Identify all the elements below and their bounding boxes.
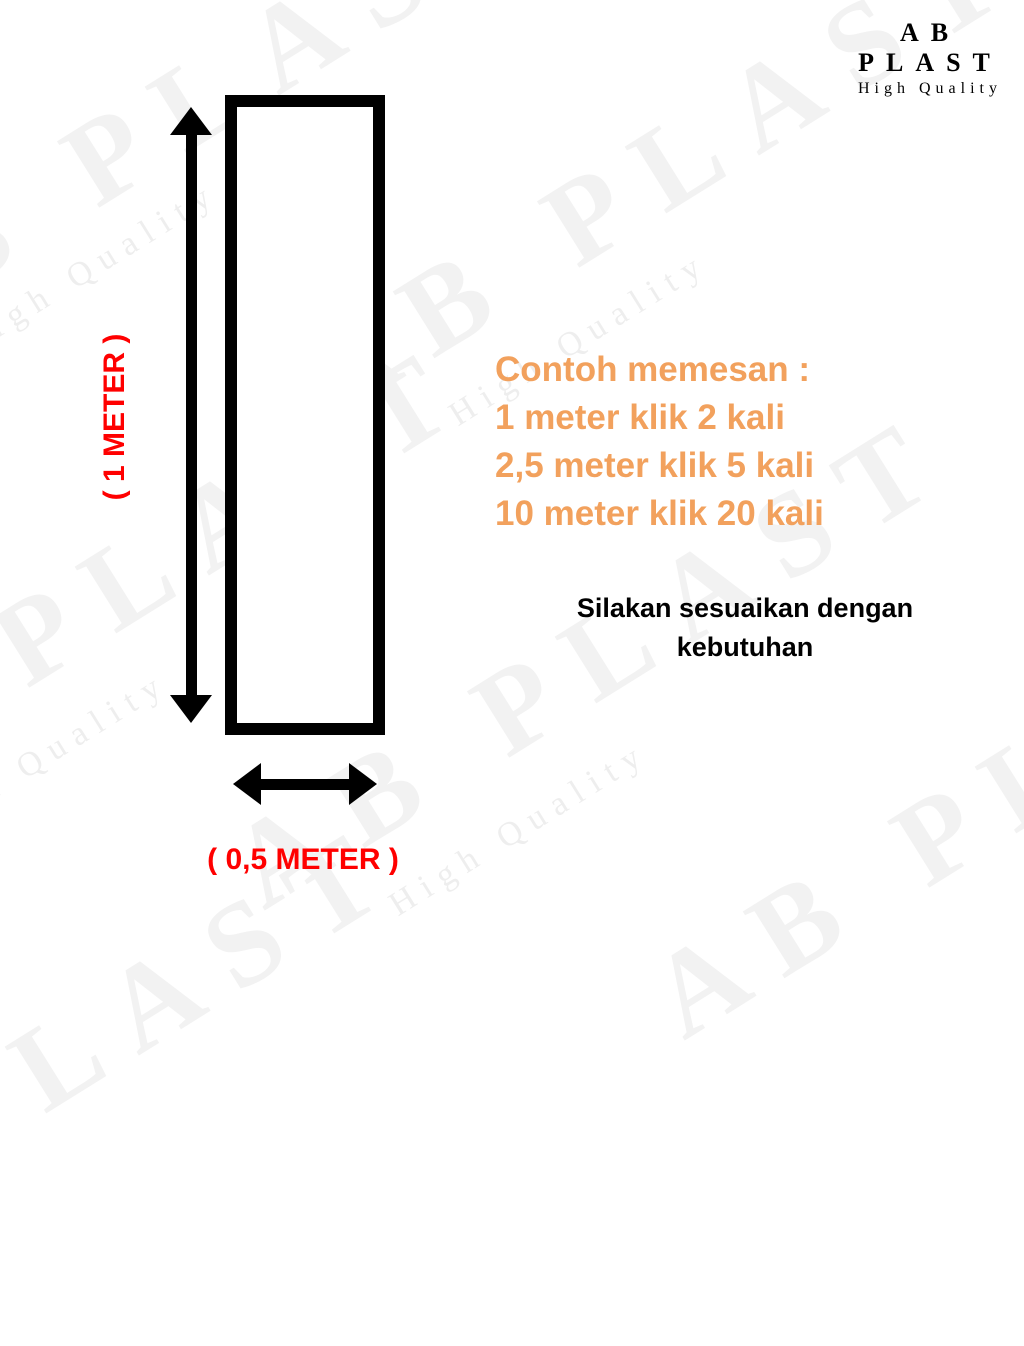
width-label: ( 0,5 METER ) xyxy=(173,843,433,877)
brand-plast: PLAST xyxy=(858,48,1002,78)
instructions-footer-l1: Silakan sesuaikan dengan xyxy=(577,593,913,623)
width-arrowhead-left xyxy=(233,763,261,805)
instructions-footer: Silakan sesuaikan dengan kebutuhan xyxy=(495,589,995,667)
order-instructions: Contoh memesan : 1 meter klik 2 kali 2,5 … xyxy=(495,350,995,667)
brand-ab: AB xyxy=(858,18,1002,48)
watermark-small: High Quality xyxy=(383,734,656,924)
instruction-line: 1 meter klik 2 kali xyxy=(495,398,995,438)
width-arrow xyxy=(259,779,351,790)
instructions-footer-l2: kebutuhan xyxy=(677,632,814,662)
brand-logo: AB PLAST High Quality xyxy=(858,18,1002,98)
height-label: ( 1 METER ) xyxy=(98,317,132,517)
instruction-line: 10 meter klik 20 kali xyxy=(495,494,995,534)
watermark-small: High Quality xyxy=(0,664,175,854)
height-arrowhead-up xyxy=(170,107,212,135)
brand-tagline: High Quality xyxy=(858,80,1002,98)
product-rectangle xyxy=(225,95,385,735)
instructions-title: Contoh memesan : xyxy=(495,350,995,390)
instruction-line: 2,5 meter klik 5 kali xyxy=(495,446,995,486)
height-arrow xyxy=(186,133,197,697)
width-arrowhead-right xyxy=(349,763,377,805)
height-arrowhead-down xyxy=(170,695,212,723)
